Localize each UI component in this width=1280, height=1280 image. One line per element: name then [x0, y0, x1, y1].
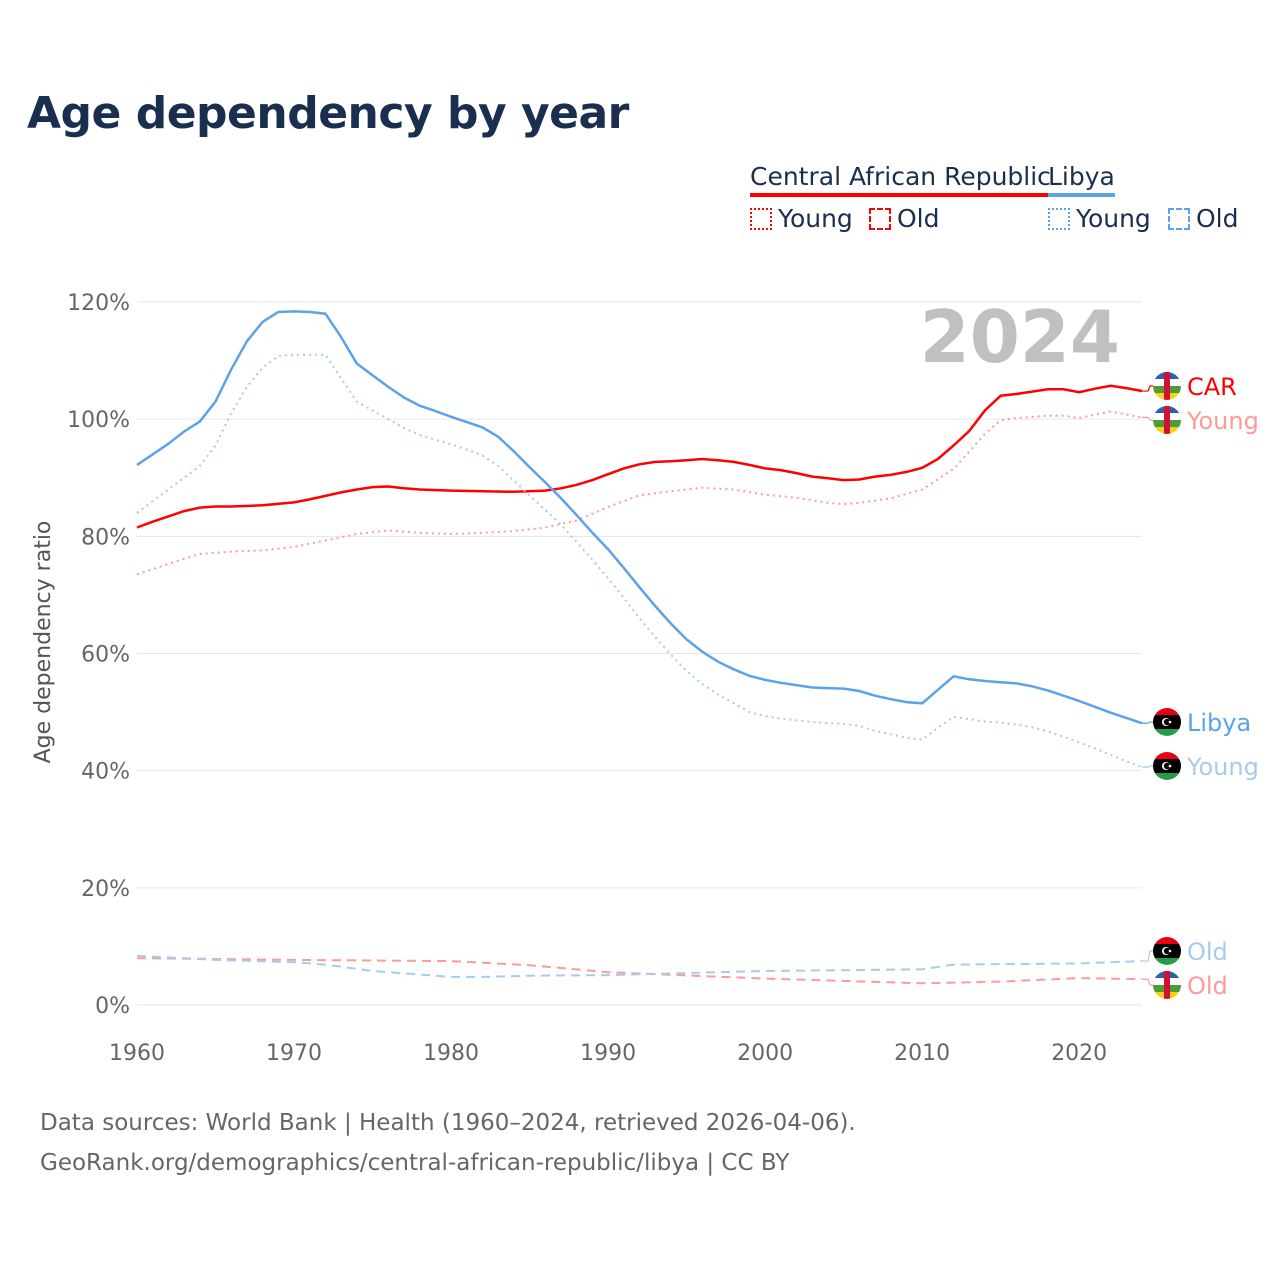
x-tick-label: 1990	[580, 1041, 636, 1066]
y-tick-label: 120%	[67, 291, 130, 316]
central-african-republic-flag-icon	[1153, 971, 1181, 999]
legend-label: Young	[1076, 204, 1151, 233]
legend-car-young[interactable]: Young	[750, 204, 853, 233]
label-connector	[1142, 765, 1154, 768]
legend-label: Old	[1196, 204, 1239, 233]
footer-sources: Data sources: World Bank | Health (1960–…	[40, 1110, 856, 1136]
legend-label: Old	[897, 204, 940, 233]
x-tick-label: 1980	[423, 1041, 479, 1066]
end-label-libya-young: Young	[1186, 753, 1259, 781]
y-tick-label: 20%	[81, 877, 130, 902]
dotted-swatch-icon	[1048, 207, 1070, 230]
series-line-0[interactable]	[136, 384, 1143, 529]
legend-libya[interactable]: Libya	[1048, 162, 1115, 197]
x-tick-label: 1960	[109, 1041, 165, 1066]
y-tick-label: 40%	[81, 760, 130, 785]
end-label-libya: Libya	[1187, 709, 1251, 737]
y-tick-label: 60%	[81, 643, 130, 668]
label-connector	[1142, 950, 1154, 962]
libya-flag-icon	[1153, 708, 1181, 736]
y-tick-label: 0%	[95, 994, 130, 1019]
legend-car-old[interactable]: Old	[869, 204, 940, 233]
label-connector	[1142, 978, 1154, 986]
series-line-3[interactable]	[136, 310, 1143, 725]
footer-url[interactable]: GeoRank.org/demographics/central-african…	[40, 1150, 790, 1176]
y-axis-label: Age dependency ratio	[31, 521, 56, 764]
end-label-libya-old: Old	[1187, 938, 1228, 966]
legend-libya-old[interactable]: Old	[1168, 204, 1239, 233]
legend-libya-young[interactable]: Young	[1048, 204, 1151, 233]
series-line-4[interactable]	[136, 353, 1143, 769]
libya-flag-icon	[1153, 752, 1181, 780]
chart-title: Age dependency by year	[27, 88, 629, 139]
series-line-5[interactable]	[136, 954, 1143, 978]
y-tick-label: 100%	[67, 408, 130, 433]
x-tick-label: 2010	[894, 1041, 950, 1066]
dashed-swatch-icon	[869, 207, 891, 230]
x-tick-label: 1970	[266, 1041, 322, 1066]
y-tick-label: 80%	[81, 525, 130, 550]
dotted-swatch-icon	[750, 207, 772, 230]
legend-car[interactable]: Central African Republic	[750, 162, 1051, 197]
central-african-republic-flag-icon	[1153, 406, 1181, 434]
x-tick-label: 2000	[737, 1041, 793, 1066]
end-label-car-young: Young	[1186, 407, 1259, 435]
line-chart: 0% 20% 40% 60% 80% 100% 120% 1960 1970 1980 1990 20…	[31, 291, 1259, 1066]
central-african-republic-flag-icon	[1153, 372, 1181, 400]
x-tick-label: 2020	[1051, 1041, 1107, 1066]
label-connector	[1142, 416, 1154, 421]
series-line-1[interactable]	[136, 410, 1143, 576]
dashed-swatch-icon	[1168, 207, 1190, 230]
year-watermark: 2024	[920, 295, 1120, 379]
label-connector	[1142, 385, 1154, 392]
end-label-car: CAR	[1187, 373, 1237, 401]
label-connector	[1142, 721, 1154, 724]
series-line-2[interactable]	[136, 957, 1143, 985]
libya-flag-icon	[1153, 937, 1181, 965]
end-label-car-old: Old	[1187, 972, 1228, 1000]
legend-label: Young	[778, 204, 853, 233]
